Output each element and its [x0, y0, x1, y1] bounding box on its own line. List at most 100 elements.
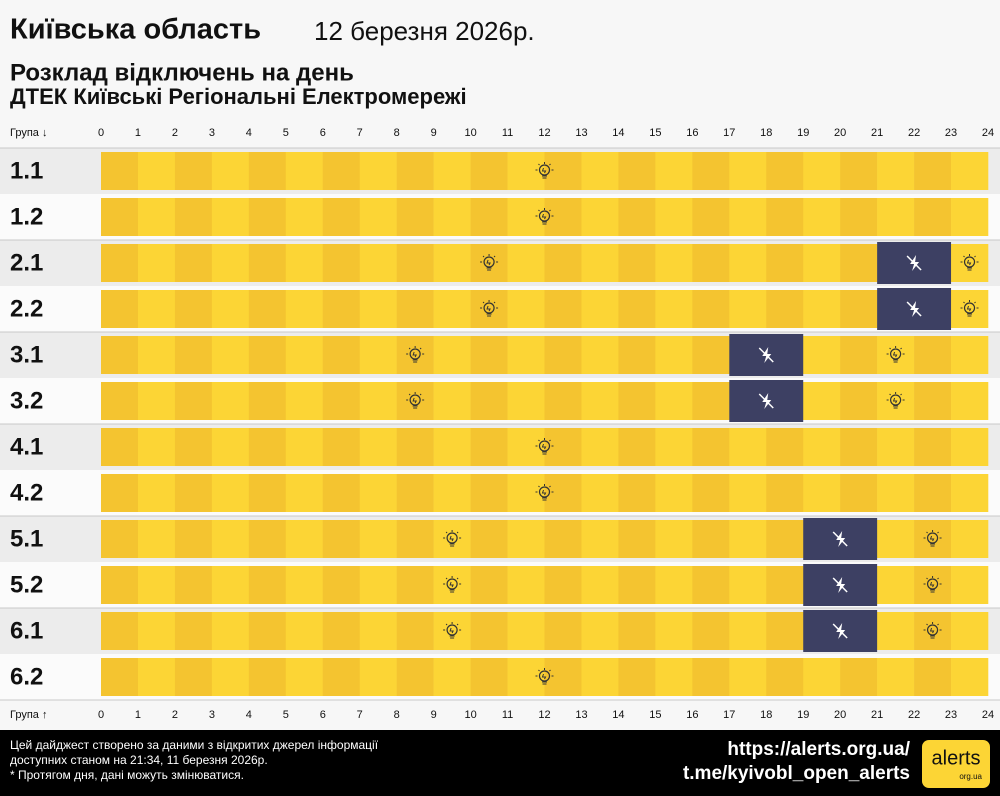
x-tick-label: 20 [834, 709, 846, 721]
hour-cell [174, 520, 213, 558]
hour-cell [655, 382, 693, 420]
hour-cell [618, 198, 656, 236]
hour-cell [211, 612, 250, 650]
hour-cell [951, 658, 989, 696]
on-icon-base [541, 167, 547, 179]
hour-cell [618, 658, 656, 696]
logo-box[interactable] [922, 740, 990, 788]
x-tick-label: 1 [135, 709, 141, 721]
row-label: 4.1 [10, 433, 43, 460]
hour-cell [544, 658, 582, 696]
row-label: 3.1 [10, 341, 43, 368]
hour-cell [396, 198, 434, 236]
hour-cell [174, 566, 213, 604]
off-icon-slash [758, 347, 774, 363]
hour-cell [396, 474, 434, 512]
hour-cell [322, 152, 361, 190]
hour-cell [507, 474, 545, 512]
hour-cell [914, 382, 952, 420]
hour-cell [692, 566, 730, 604]
on-icon-bulb [538, 486, 551, 498]
x-tick-label: 22 [908, 127, 920, 139]
hour-cell [692, 382, 730, 420]
row-label: 3.2 [10, 387, 43, 414]
hour-cell [285, 244, 324, 282]
hour-cell [581, 198, 619, 236]
hour-cell [359, 152, 397, 190]
hour-cell [877, 198, 915, 236]
on-icon [923, 530, 942, 547]
off-icon-slash [758, 393, 774, 409]
hour-cell [840, 428, 878, 466]
hour-cell [729, 566, 767, 604]
hour-cell [507, 612, 545, 650]
hour-cell [137, 152, 176, 190]
hour-cell [581, 152, 619, 190]
hour-cell [655, 520, 693, 558]
hour-cell [729, 244, 767, 282]
hour-cell [914, 152, 952, 190]
on-icon-base [449, 581, 455, 593]
on-icon-base [412, 351, 418, 363]
hour-cell [618, 382, 656, 420]
hour-cell [507, 152, 545, 190]
on-icon-bulb [926, 532, 939, 544]
hour-cell [581, 474, 619, 512]
link[interactable]: https://alerts.org.ua/ [727, 739, 910, 760]
hour-cell [729, 290, 767, 328]
on-icon-base [892, 351, 899, 363]
hour-cell [211, 428, 250, 466]
link[interactable]: t.me/kyivobl_open_alerts [683, 763, 910, 784]
x-tick-label: 22 [908, 709, 920, 721]
hour-cell [655, 658, 693, 696]
hour-cell [211, 198, 250, 236]
hour-cell [101, 474, 139, 512]
on-icon [535, 484, 554, 501]
on-icon-base [541, 673, 547, 685]
hour-cell [470, 336, 508, 374]
hour-cell [692, 336, 730, 374]
hour-cell [914, 336, 952, 374]
x-tick-label: 4 [246, 127, 252, 139]
hour-cell [729, 658, 767, 696]
hour-cell [396, 612, 434, 650]
hour-cell [766, 244, 804, 282]
hour-cell [729, 520, 767, 558]
on-icon-rays [923, 530, 942, 539]
x-tick-label: 14 [612, 709, 624, 721]
x-tick-label: 18 [760, 127, 772, 139]
hour-cell [396, 428, 434, 466]
on-icon-rays [443, 622, 462, 631]
hour-cell [655, 612, 693, 650]
on-icon [535, 162, 554, 179]
x-tick-label: 19 [797, 709, 809, 721]
hour-cell [729, 152, 767, 190]
hour-cell [174, 336, 213, 374]
hour-cell [914, 198, 952, 236]
x-tick-label: 4 [246, 709, 252, 721]
x-tick-label: 17 [723, 709, 735, 721]
row-label: 6.2 [10, 663, 43, 690]
on-icon-base [929, 581, 936, 593]
on-icon-rays [480, 300, 499, 309]
on-icon-base [486, 305, 492, 317]
hour-cell [692, 474, 730, 512]
hour-cell [655, 152, 693, 190]
hour-cell [359, 520, 397, 558]
hour-cell [433, 382, 471, 420]
hour-cell [248, 382, 287, 420]
hour-cell [137, 198, 176, 236]
hour-cell [359, 290, 397, 328]
x-tick-label: 17 [723, 127, 735, 139]
hour-cell [729, 428, 767, 466]
on-icon-base [541, 489, 547, 501]
x-tick-label: 18 [760, 709, 772, 721]
hour-cell [951, 612, 989, 650]
hour-cell [544, 244, 582, 282]
hour-cell [507, 658, 545, 696]
hour-cell [396, 290, 434, 328]
hour-cell [766, 290, 804, 328]
on-icon-rays [923, 576, 942, 585]
on-icon-base [449, 627, 455, 639]
hour-cell [137, 566, 176, 604]
